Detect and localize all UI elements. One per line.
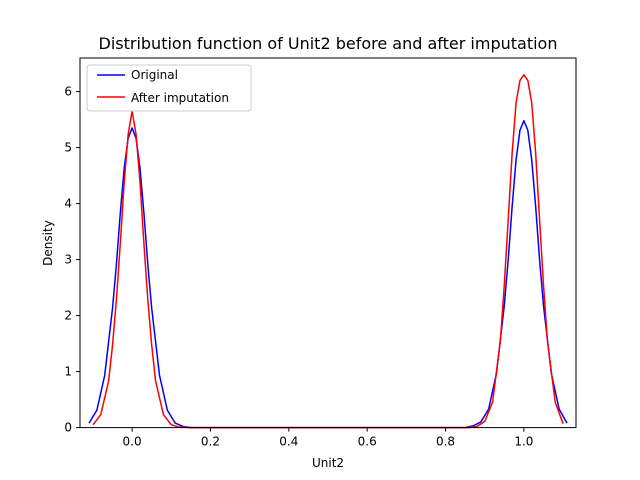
- x-axis-label: Unit2: [312, 456, 344, 470]
- x-tick-label: 0.4: [279, 435, 298, 449]
- legend-label-after-imputation: After imputation: [131, 91, 229, 105]
- chart-title: Distribution function of Unit2 before an…: [99, 34, 558, 53]
- x-tick-label: 0.6: [358, 435, 377, 449]
- y-axis-label: Density: [41, 220, 55, 266]
- y-tick-label: 4: [64, 197, 72, 211]
- y-tick-label: 0: [64, 421, 72, 435]
- y-tick-label: 5: [64, 141, 72, 155]
- x-tick-label: 1.0: [514, 435, 533, 449]
- legend: Original After imputation: [86, 64, 252, 112]
- axis-ticks: 0.0 0.2 0.4 0.6 0.8 1.0 0 1 2 3 4 5 6: [64, 85, 533, 449]
- y-tick-label: 6: [64, 85, 72, 99]
- legend-box: [86, 64, 252, 112]
- y-tick-label: 2: [64, 309, 72, 323]
- y-tick-label: 1: [64, 365, 72, 379]
- x-tick-label: 0.8: [436, 435, 455, 449]
- legend-label-original: Original: [131, 68, 178, 82]
- y-tick-label: 3: [64, 253, 72, 267]
- axes-frame: [79, 57, 577, 429]
- x-tick-label: 0.0: [123, 435, 142, 449]
- x-tick-label: 0.2: [201, 435, 220, 449]
